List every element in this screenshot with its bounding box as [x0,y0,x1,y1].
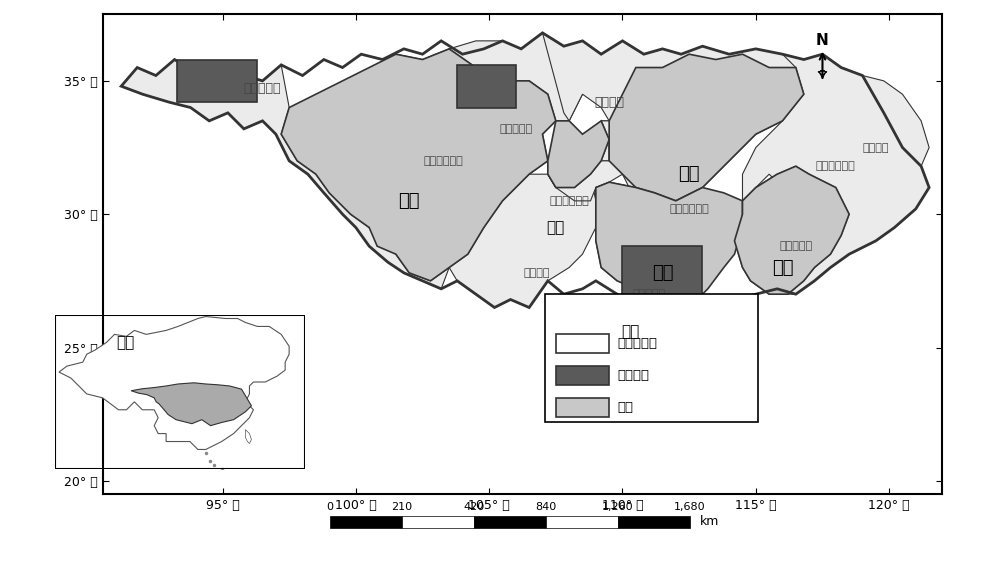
Text: 长江流域下游: 长江流域下游 [816,161,856,171]
Text: N: N [816,32,829,48]
Bar [622,246,702,307]
Text: 子流域分区: 子流域分区 [617,337,657,350]
Polygon shape [281,49,556,281]
Text: 长江流域上游: 长江流域上游 [549,196,589,206]
Text: 乌江流域: 乌江流域 [524,268,550,278]
Polygon shape [131,383,251,425]
Text: 重庆: 重庆 [547,220,565,235]
Text: 感兴趣区: 感兴趣区 [617,369,649,382]
Text: 洞庭湖流域: 洞庭湖流域 [633,289,666,299]
Bar [177,60,257,102]
Polygon shape [742,54,929,294]
Text: 嘉陵江流域: 嘉陵江流域 [499,124,532,134]
Polygon shape [734,166,849,294]
Text: 1,680: 1,680 [674,502,706,512]
Bar [556,366,609,385]
Polygon shape [548,121,676,228]
Polygon shape [449,33,601,121]
Polygon shape [596,182,742,307]
Text: 长江流域中游: 长江流域中游 [669,204,709,214]
Text: 210: 210 [391,502,413,512]
Polygon shape [596,182,697,281]
Bar [556,334,609,353]
Text: 省域: 省域 [617,401,633,414]
Polygon shape [121,60,449,289]
Polygon shape [396,49,556,268]
Polygon shape [609,54,804,201]
Polygon shape [542,33,804,174]
Text: 太湖流域: 太湖流域 [863,143,889,153]
Text: 840: 840 [535,502,557,512]
Bar [55,315,305,469]
Text: 湖北: 湖北 [678,165,700,183]
Polygon shape [449,174,596,307]
Polygon shape [548,121,609,187]
Text: 金沙江流域: 金沙江流域 [244,82,281,95]
Text: 中国: 中国 [116,335,134,350]
Text: 1,260: 1,260 [602,502,634,512]
Polygon shape [862,76,929,166]
Bar [545,294,758,422]
Text: 0: 0 [326,502,334,512]
Text: km: km [700,516,719,528]
Text: 420: 420 [463,502,485,512]
Text: 屷、汱江流域: 屷、汱江流域 [424,156,464,166]
Text: 汉江流域: 汉江流域 [594,95,624,108]
Text: 四川: 四川 [398,192,420,210]
Polygon shape [734,166,849,294]
Bar [457,65,516,107]
Polygon shape [59,316,289,449]
Bar [556,398,609,417]
Polygon shape [649,134,716,201]
Text: 湖南: 湖南 [652,264,673,282]
Text: 鄂阳湖流域: 鄂阳湖流域 [779,241,812,251]
Text: 图例: 图例 [621,324,640,339]
Polygon shape [245,429,251,444]
Text: 江西: 江西 [772,258,793,277]
